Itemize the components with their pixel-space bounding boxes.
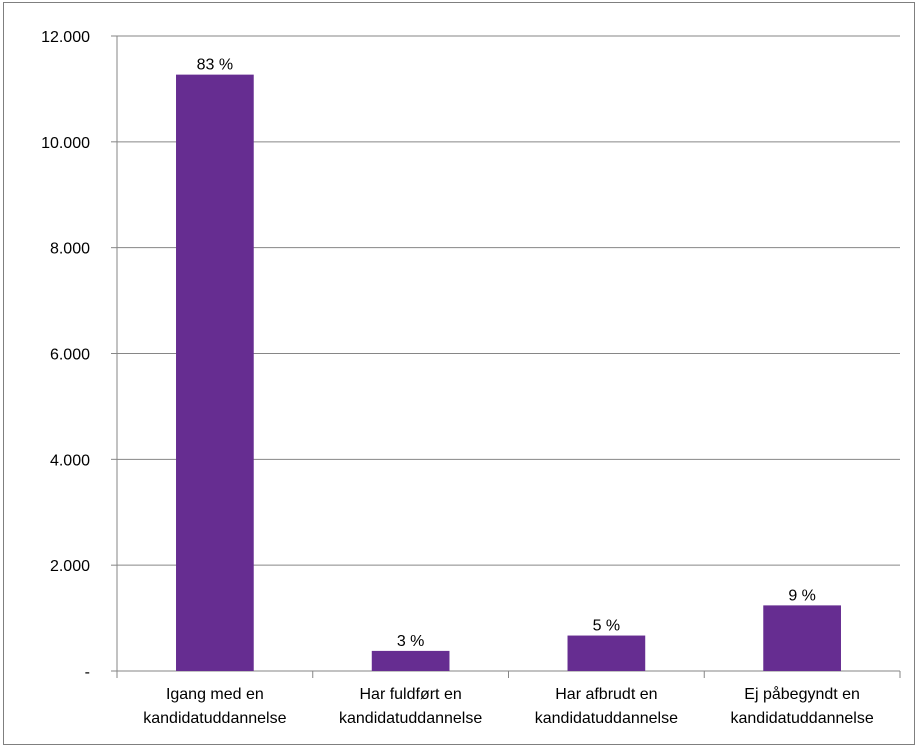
x-tick-label: Har fuldført en [359,686,461,703]
x-tick-label: Ej påbegyndt en [744,685,860,703]
x-tick-label: kandidatuddannelse [143,710,286,727]
y-axis: - 2.000 4.000 6.000 8.000 10.000 12.000 [41,29,118,681]
bar [763,605,841,671]
data-label: 9 % [788,587,816,604]
y-tick-label: 12.000 [41,29,90,46]
bar [567,635,646,671]
bar [371,650,450,671]
y-tick-label: 6.000 [50,347,90,364]
data-label: 83 % [197,57,233,74]
y-tick-label: - [85,664,90,681]
x-tick-label: Har afbrudt en [555,686,657,703]
data-label: 3 % [397,633,425,650]
x-tick-label: Igang med en [166,686,264,703]
x-tick-label: kandidatuddannelse [731,710,874,727]
y-tick-label: 8.000 [50,241,90,258]
data-label: 5 % [593,618,621,635]
x-axis: Igang med en kandidatuddannelse Har fuldfø… [116,670,901,727]
y-tick-label: 4.000 [50,452,90,469]
bar [176,74,254,672]
bars [176,74,841,672]
x-tick-label: kandidatuddannelse [535,710,678,727]
y-tick-label: 2.000 [50,558,90,575]
y-tick-label: 10.000 [41,135,90,152]
x-tick-label: kandidatuddannelse [339,710,482,727]
chart-frame [3,2,915,745]
data-labels: 83 % 3 % 5 % 9 % [197,57,816,650]
